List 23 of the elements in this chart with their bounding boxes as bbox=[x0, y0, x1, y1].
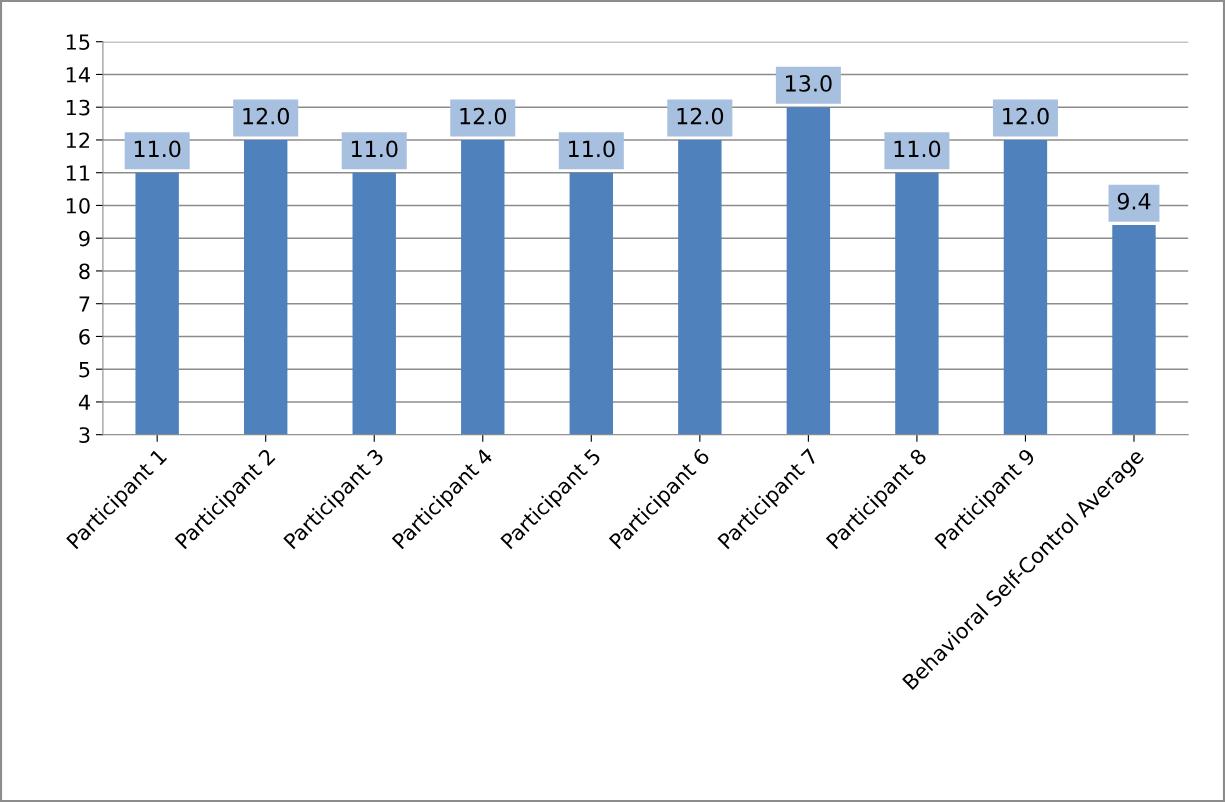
y-tick-label: 13 bbox=[66, 99, 90, 116]
y-tick-label: 7 bbox=[79, 296, 90, 312]
y-tick-label: 4 bbox=[78, 394, 90, 410]
y-tick-label: 14 bbox=[66, 67, 90, 83]
data-label: 11.0 bbox=[894, 140, 941, 158]
data-label: 12.0 bbox=[677, 107, 724, 125]
data-label: 9.4 bbox=[1117, 192, 1151, 210]
data-label: 12.0 bbox=[460, 107, 507, 125]
y-tick-label: 8 bbox=[79, 263, 90, 280]
data-label: 12.0 bbox=[243, 107, 289, 125]
y-tick-label: 5 bbox=[79, 361, 90, 378]
data-label: 12.0 bbox=[1003, 107, 1049, 125]
data-label: 11.0 bbox=[134, 140, 181, 158]
y-tick-label: 10 bbox=[66, 197, 90, 214]
data-label: 11.0 bbox=[351, 140, 398, 158]
y-tick-label: 6 bbox=[79, 328, 90, 345]
y-tick-label: 11 bbox=[66, 165, 90, 181]
y-tick-label: 15 bbox=[66, 34, 90, 50]
data-label: 11.0 bbox=[569, 140, 615, 158]
y-tick-label: 12 bbox=[66, 132, 90, 148]
data-label: 13.0 bbox=[786, 74, 832, 92]
y-tick-label: 3 bbox=[79, 427, 90, 443]
y-tick-label: 9 bbox=[79, 230, 90, 247]
